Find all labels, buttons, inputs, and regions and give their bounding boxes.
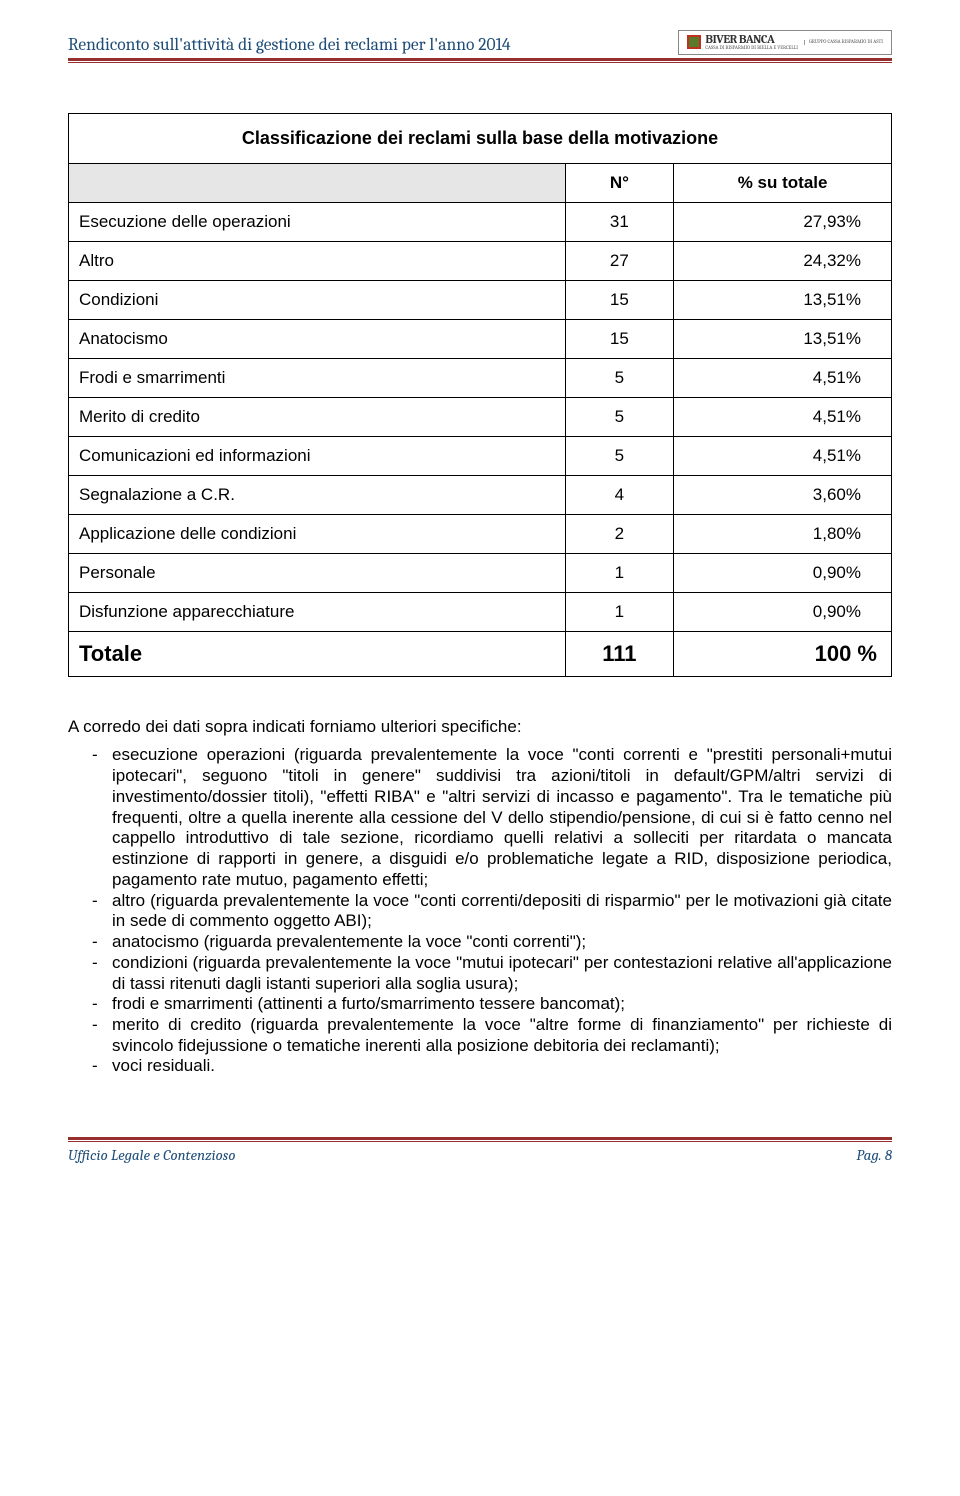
list-item: merito di credito (riguarda prevalenteme…: [68, 1015, 892, 1056]
row-label: Merito di credito: [69, 397, 566, 436]
col-header-n: N°: [565, 163, 674, 202]
row-label: Altro: [69, 241, 566, 280]
row-pct: 3,60%: [674, 475, 892, 514]
row-n: 4: [565, 475, 674, 514]
row-pct: 13,51%: [674, 319, 892, 358]
page-header: Rendiconto sull'attività di gestione dei…: [68, 30, 892, 55]
logo-mark-icon: [687, 35, 701, 49]
row-n: 27: [565, 241, 674, 280]
row-n: 5: [565, 397, 674, 436]
row-label: Applicazione delle condizioni: [69, 514, 566, 553]
table-header-blank: [69, 163, 566, 202]
total-pct: 100 %: [674, 631, 892, 676]
row-label: Comunicazioni ed informazioni: [69, 436, 566, 475]
row-pct: 0,90%: [674, 592, 892, 631]
row-pct: 4,51%: [674, 397, 892, 436]
row-n: 5: [565, 358, 674, 397]
row-pct: 24,32%: [674, 241, 892, 280]
list-item: condizioni (riguarda prevalentemente la …: [68, 953, 892, 994]
row-pct: 13,51%: [674, 280, 892, 319]
row-label: Frodi e smarrimenti: [69, 358, 566, 397]
row-label: Disfunzione apparecchiature: [69, 592, 566, 631]
row-n: 5: [565, 436, 674, 475]
logo-tagline: CASSA DI RISPARMIO DI BIELLA E VERCELLI: [705, 46, 798, 52]
table-row: Anatocismo1513,51%: [69, 319, 892, 358]
page-footer: Ufficio Legale e Contenzioso Pag. 8: [68, 1137, 892, 1164]
list-item: anatocismo (riguarda prevalentemente la …: [68, 932, 892, 953]
row-label: Anatocismo: [69, 319, 566, 358]
table-title-row: Classificazione dei reclami sulla base d…: [69, 113, 892, 163]
row-label: Condizioni: [69, 280, 566, 319]
logo-group: GRUPPO CASSA RISPARMIO DI ASTI: [804, 40, 883, 46]
list-item: voci residuali.: [68, 1056, 892, 1077]
table-row: Personale10,90%: [69, 553, 892, 592]
list-item: altro (riguarda prevalentemente la voce …: [68, 891, 892, 932]
header-title: Rendiconto sull'attività di gestione dei…: [68, 35, 511, 55]
total-label: Totale: [69, 631, 566, 676]
row-n: 31: [565, 202, 674, 241]
row-n: 2: [565, 514, 674, 553]
claims-table: Classificazione dei reclami sulla base d…: [68, 113, 892, 677]
row-n: 1: [565, 553, 674, 592]
bullet-list: esecuzione operazioni (riguarda prevalen…: [68, 745, 892, 1077]
table-row: Segnalazione a C.R.43,60%: [69, 475, 892, 514]
row-label: Esecuzione delle operazioni: [69, 202, 566, 241]
table-row: Applicazione delle condizioni21,80%: [69, 514, 892, 553]
row-pct: 4,51%: [674, 436, 892, 475]
body-text: A corredo dei dati sopra indicati fornia…: [68, 717, 892, 1077]
col-header-pct: % su totale: [674, 163, 892, 202]
bank-logo: BIVER BANCA CASSA DI RISPARMIO DI BIELLA…: [678, 30, 892, 55]
table-title: Classificazione dei reclami sulla base d…: [69, 113, 892, 163]
row-label: Segnalazione a C.R.: [69, 475, 566, 514]
body-intro: A corredo dei dati sopra indicati fornia…: [68, 717, 892, 738]
table-row: Esecuzione delle operazioni3127,93%: [69, 202, 892, 241]
row-pct: 1,80%: [674, 514, 892, 553]
footer-rule: [68, 1137, 892, 1142]
table-row: Disfunzione apparecchiature10,90%: [69, 592, 892, 631]
total-n: 111: [565, 631, 674, 676]
list-item: frodi e smarrimenti (attinenti a furto/s…: [68, 994, 892, 1015]
row-n: 15: [565, 319, 674, 358]
list-item: esecuzione operazioni (riguarda prevalen…: [68, 745, 892, 890]
table-row: Altro2724,32%: [69, 241, 892, 280]
table-row: Condizioni1513,51%: [69, 280, 892, 319]
row-label: Personale: [69, 553, 566, 592]
row-pct: 0,90%: [674, 553, 892, 592]
footer-left: Ufficio Legale e Contenzioso: [68, 1146, 235, 1164]
table-header-row: N° % su totale: [69, 163, 892, 202]
row-n: 15: [565, 280, 674, 319]
footer-right: Pag. 8: [856, 1146, 892, 1164]
table-row: Merito di credito54,51%: [69, 397, 892, 436]
row-n: 1: [565, 592, 674, 631]
row-pct: 4,51%: [674, 358, 892, 397]
table-row: Comunicazioni ed informazioni54,51%: [69, 436, 892, 475]
table-row: Frodi e smarrimenti54,51%: [69, 358, 892, 397]
table-total-row: Totale 111 100 %: [69, 631, 892, 676]
row-pct: 27,93%: [674, 202, 892, 241]
